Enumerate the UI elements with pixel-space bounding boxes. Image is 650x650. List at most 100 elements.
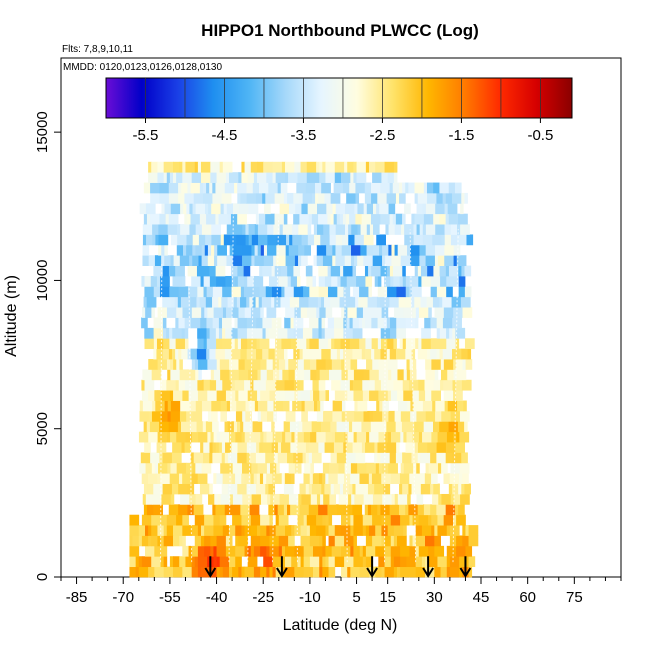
heatmap-cell xyxy=(167,224,178,235)
heatmap-cell xyxy=(253,379,261,391)
heatmap-cell xyxy=(265,192,276,204)
heatmap-cell xyxy=(201,307,205,318)
heatmap-cell xyxy=(303,566,314,578)
heatmap-cell xyxy=(324,296,331,308)
heatmap-cell xyxy=(222,327,226,339)
heatmap-cell xyxy=(231,327,239,339)
heatmap-cell xyxy=(341,525,351,536)
heatmap-cell xyxy=(420,483,431,495)
heatmap-cell xyxy=(185,161,196,173)
heatmap-cell xyxy=(138,431,149,443)
heatmap-cell xyxy=(177,224,181,235)
heatmap-cell xyxy=(354,410,364,422)
heatmap-cell xyxy=(162,327,167,339)
x-tick-label: 30 xyxy=(426,589,443,606)
heatmap-cell xyxy=(303,359,311,370)
heatmap-cell xyxy=(309,317,319,329)
heatmap-cell xyxy=(266,307,277,318)
heatmap-cell xyxy=(156,442,167,453)
heatmap-cell xyxy=(374,348,381,360)
heatmap-cell xyxy=(248,203,259,215)
heatmap-cell xyxy=(372,410,383,422)
heatmap-cell xyxy=(433,265,441,277)
heatmap-cell xyxy=(237,275,245,287)
heatmap-cell xyxy=(399,192,406,204)
heatmap-cell xyxy=(362,525,367,536)
heatmap-cell xyxy=(394,410,402,422)
heatmap-cell xyxy=(266,359,274,370)
heatmap-cell xyxy=(422,203,427,215)
heatmap-cell xyxy=(403,525,407,536)
heatmap-cell xyxy=(148,514,152,526)
heatmap-cell xyxy=(296,442,307,453)
heatmap-cell xyxy=(397,244,408,256)
heatmap-cell xyxy=(349,182,356,194)
heatmap-cell xyxy=(337,275,341,287)
heatmap-cell xyxy=(201,244,206,256)
heatmap-cell xyxy=(327,213,331,225)
heatmap-cell xyxy=(168,265,176,277)
heatmap-cell xyxy=(322,545,326,557)
heatmap-cell xyxy=(266,369,274,381)
heatmap-cell xyxy=(441,369,448,381)
heatmap-cell xyxy=(424,317,431,329)
heatmap-cell xyxy=(343,327,354,339)
heatmap-cell xyxy=(432,493,439,505)
heatmap-cell xyxy=(186,244,193,256)
heatmap-cell xyxy=(369,525,376,536)
heatmap-cell xyxy=(153,348,157,360)
heatmap-cell xyxy=(213,369,221,381)
heatmap-cell xyxy=(272,359,277,370)
heatmap-cell xyxy=(223,255,227,266)
heatmap-cell xyxy=(225,535,230,547)
heatmap-cell xyxy=(449,566,460,578)
heatmap-cell xyxy=(161,203,165,215)
heatmap-cell xyxy=(154,566,165,578)
heatmap-cell xyxy=(213,545,217,557)
heatmap-cell xyxy=(314,234,321,246)
heatmap-cell xyxy=(417,348,428,360)
heatmap-cell xyxy=(260,431,264,443)
heatmap-cell xyxy=(235,545,245,557)
heatmap-cell xyxy=(318,275,326,287)
heatmap-cell xyxy=(246,483,257,495)
heatmap-cell xyxy=(213,307,224,318)
heatmap-cell xyxy=(384,535,392,547)
heatmap-cell xyxy=(350,514,354,526)
heatmap-cell xyxy=(456,535,463,547)
heatmap-cell xyxy=(341,307,345,318)
heatmap-cell xyxy=(395,213,403,225)
heatmap-cell xyxy=(334,525,342,536)
heatmap-cell xyxy=(407,244,411,256)
heatmap-cell xyxy=(431,525,435,536)
heatmap-cell xyxy=(235,525,242,536)
heatmap-cell xyxy=(359,566,370,578)
heatmap-cell xyxy=(369,224,374,235)
heatmap-cell xyxy=(266,566,270,578)
heatmap-cell xyxy=(326,244,333,256)
heatmap-cell xyxy=(372,514,382,526)
heatmap-cell xyxy=(197,390,208,401)
heatmap-cell xyxy=(220,462,230,474)
heatmap-cell xyxy=(209,442,213,453)
heatmap-cell xyxy=(402,379,410,391)
heatmap-cell xyxy=(257,400,268,412)
heatmap-cell xyxy=(459,566,463,578)
heatmap-cell xyxy=(319,172,326,183)
heatmap-cell xyxy=(405,275,410,287)
heatmap-cell xyxy=(320,296,325,308)
heatmap-cell xyxy=(262,317,273,329)
heatmap-cell xyxy=(374,483,384,495)
heatmap-cell xyxy=(215,348,226,360)
heatmap-cell xyxy=(352,483,356,495)
heatmap-cell xyxy=(411,348,416,360)
heatmap-cell xyxy=(446,431,454,443)
heatmap-cell xyxy=(379,400,383,412)
heatmap-cell xyxy=(447,369,454,381)
heatmap-cell xyxy=(224,421,229,433)
heatmap-cell xyxy=(199,483,210,495)
heatmap-cell xyxy=(184,213,188,225)
heatmap-cell xyxy=(370,213,381,225)
heatmap-cell xyxy=(458,213,468,225)
heatmap-cell xyxy=(201,462,212,474)
